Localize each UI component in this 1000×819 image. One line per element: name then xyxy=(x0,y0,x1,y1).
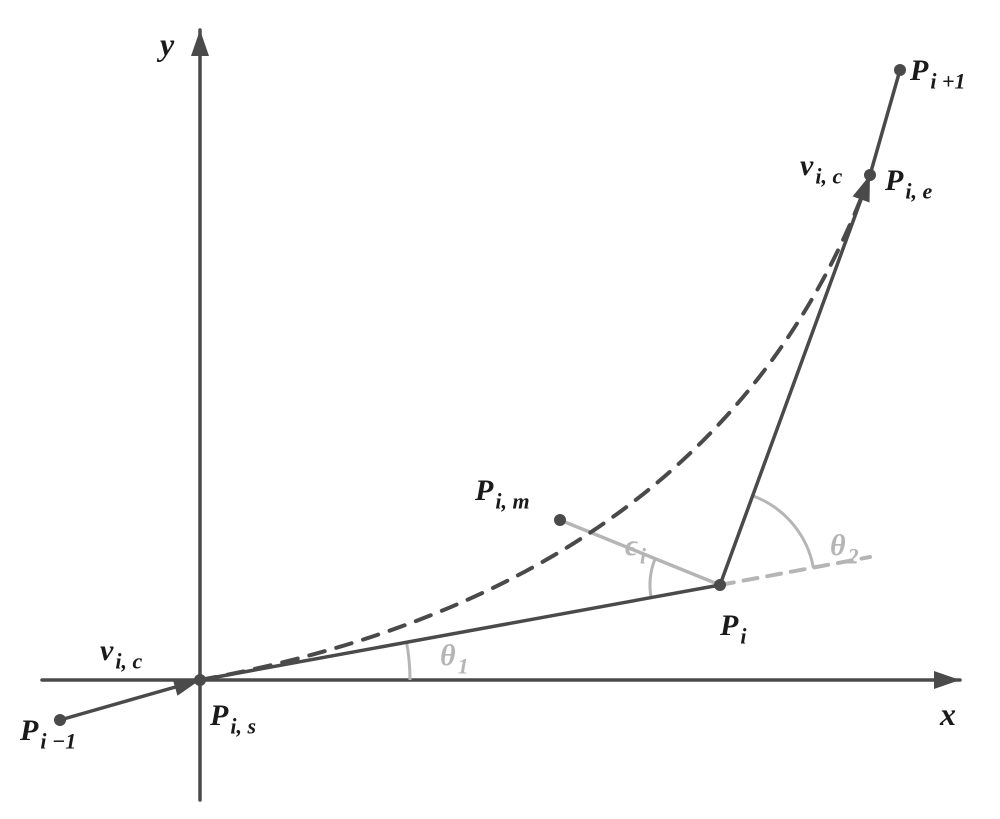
point-p-i-e xyxy=(864,169,876,181)
diagram-svg: yxPi −1Pi, svi, cPi, mPiPi, evi, cPi +1θ… xyxy=(0,0,1000,819)
point-p-i-plus-1 xyxy=(894,64,906,76)
label-x-axis: x xyxy=(939,696,956,732)
point-p-i-minus-1 xyxy=(54,714,66,726)
point-p-i-m xyxy=(554,514,566,526)
point-p-i xyxy=(714,579,726,591)
point-p-i-s xyxy=(194,674,206,686)
canvas-bg xyxy=(0,0,1000,819)
